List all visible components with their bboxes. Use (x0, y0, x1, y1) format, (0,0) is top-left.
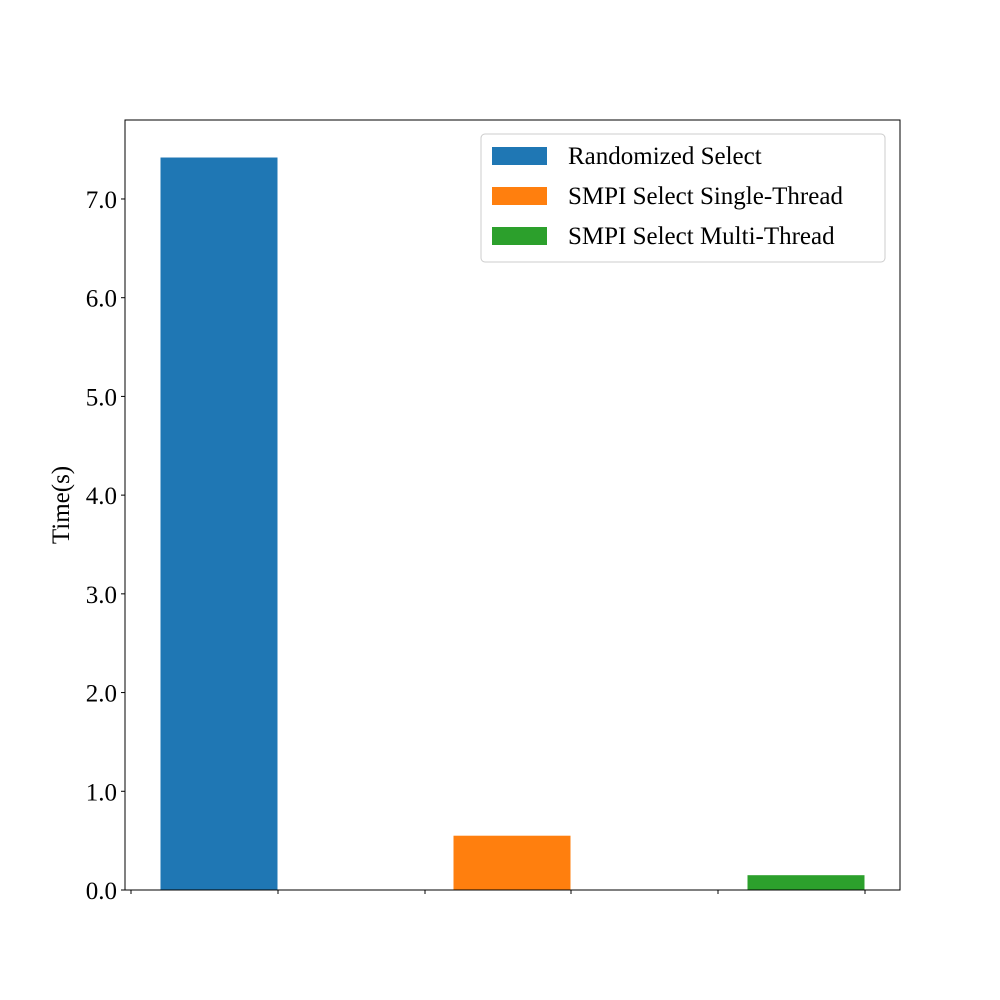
bars-group (160, 157, 865, 890)
legend: Randomized Select SMPI Select Single-Thre… (480, 133, 886, 263)
legend-box (480, 133, 886, 263)
bar-2 (453, 835, 571, 890)
legend-label-2: SMPI Select Single-Thread (568, 183, 843, 210)
y-tick-label: 4.0 (86, 483, 117, 510)
x-axis (130, 890, 866, 894)
y-tick-label: 6.0 (86, 286, 117, 313)
legend-label-3: SMPI Select Multi-Thread (568, 223, 835, 250)
y-axis-label: Time(s) (48, 466, 75, 544)
y-tick-label: 1.0 (86, 779, 117, 806)
bar-1 (160, 157, 278, 890)
bar-3 (747, 875, 865, 890)
legend-swatch-1 (492, 147, 547, 165)
legend-swatch-3 (492, 227, 547, 245)
plot-frame (124, 119, 901, 891)
y-tick-label: 5.0 (86, 384, 117, 411)
y-tick-label: 0.0 (86, 878, 117, 905)
y-tick-label: 3.0 (86, 582, 117, 609)
legend-swatch-2 (492, 187, 547, 205)
legend-label-1: Randomized Select (568, 143, 762, 170)
y-tick-label: 2.0 (86, 681, 117, 708)
y-tick-label: 7.0 (86, 187, 117, 214)
y-axis: 0.0 1.0 2.0 3.0 4.0 5.0 6.0 7.0 (86, 187, 125, 905)
